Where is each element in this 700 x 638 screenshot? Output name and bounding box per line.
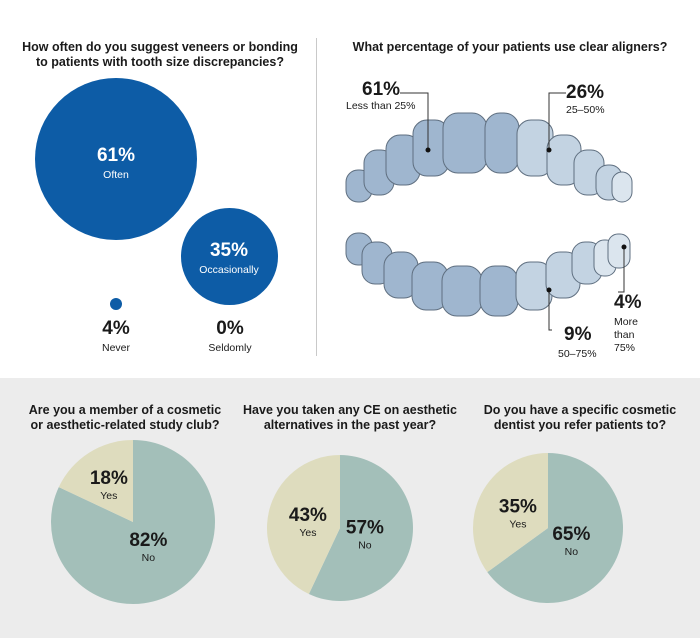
bubble-occasionally-label: Occasionally xyxy=(199,264,259,276)
pie-2-yes-label: Yes xyxy=(299,527,316,539)
bubble-occasionally-value: 35% xyxy=(209,240,249,261)
bubble-chart-title-line2: to patients with tooth size discrepancie… xyxy=(36,55,284,69)
pie-1-slice-yes xyxy=(58,440,133,522)
bubble-occasionally xyxy=(181,208,278,305)
bubble-seldomly-value: 0% xyxy=(216,318,244,339)
aligner-25-50-label: 25–50% xyxy=(566,104,605,116)
leader-line-more-than-75 xyxy=(618,247,625,293)
aligner-more-than-75-value: 4% xyxy=(614,292,642,313)
bubble-often-label: Often xyxy=(103,169,129,181)
pie-2-title: Have you taken any CE on aesthetic alter… xyxy=(240,403,460,433)
section-divider xyxy=(316,38,317,356)
leader-line-25-50 xyxy=(548,92,566,150)
pie-1-yes-value: 18% xyxy=(90,468,128,489)
bubble-often xyxy=(35,78,197,240)
pie-1-title-line1: Are you a member of a cosmetic xyxy=(28,403,222,417)
pie-1-no-label: No xyxy=(142,552,156,564)
pie-2-slice-no xyxy=(308,455,413,601)
pie-2-title-line2: alternatives in the past year? xyxy=(263,418,437,432)
pie-3-slice-no xyxy=(487,453,623,603)
pie-3-yes-value: 35% xyxy=(499,497,537,518)
aligner-less-than-25-value: 61% xyxy=(362,79,401,100)
pie-1-title-line2: or aesthetic-related study club? xyxy=(30,418,220,432)
bubble-never-label: Never xyxy=(101,342,130,354)
pie-3-yes-label: Yes xyxy=(509,519,526,531)
pie-2-yes-value: 43% xyxy=(289,505,327,526)
marker-dot xyxy=(425,147,431,153)
leader-line-50-75 xyxy=(548,290,552,331)
pie-3-no-value: 65% xyxy=(552,524,590,545)
teeth-illustration xyxy=(345,92,633,331)
leader-line-less-than-25 xyxy=(400,92,429,150)
pie-1-no-value: 82% xyxy=(129,530,167,551)
pie-3-slice-yes xyxy=(473,453,548,573)
leader-lines xyxy=(400,92,625,331)
marker-dot xyxy=(546,147,552,153)
bubble-never xyxy=(110,298,122,310)
pie-3-title-line2: dentist you refer patients to? xyxy=(493,418,667,432)
pie-1-yes-label: Yes xyxy=(100,490,117,502)
pie-2-no-value: 57% xyxy=(346,518,384,539)
aligner-less-than-25-label: Less than 25% xyxy=(346,100,416,112)
upper-teeth xyxy=(345,112,633,203)
pie-3-no-label: No xyxy=(565,546,579,558)
aligner-50-75-label: 50–75% xyxy=(558,348,597,360)
pie-2-no-label: No xyxy=(358,540,372,552)
pie-2-slice-yes xyxy=(267,455,340,595)
bubble-seldomly-label: Seldomly xyxy=(208,342,252,354)
bubble-chart-title: How often do you suggest veneers or bond… xyxy=(10,40,310,70)
pie-1-title: Are you a member of a cosmetic or aesthe… xyxy=(20,403,230,433)
pie-3-title-line1: Do you have a specific cosmetic xyxy=(483,403,677,417)
marker-dot xyxy=(546,287,552,293)
aligner-50-75-value: 9% xyxy=(564,324,592,345)
pie-2-title-line1: Have you taken any CE on aesthetic xyxy=(243,403,457,417)
aligner-25-50-value: 26% xyxy=(566,82,605,103)
pie-3-title: Do you have a specific cosmetic dentist … xyxy=(470,403,690,433)
bubble-often-value: 61% xyxy=(96,145,136,166)
lower-teeth xyxy=(345,232,631,317)
bubble-chart-title-line1: How often do you suggest veneers or bond… xyxy=(22,40,298,54)
aligner-more-than-75-label: More than 75% xyxy=(614,316,638,354)
upper-tooth xyxy=(611,171,633,203)
teeth-chart-title: What percentage of your patients use cle… xyxy=(352,40,668,54)
marker-dot xyxy=(621,244,627,250)
bubble-never-value: 4% xyxy=(102,318,130,339)
